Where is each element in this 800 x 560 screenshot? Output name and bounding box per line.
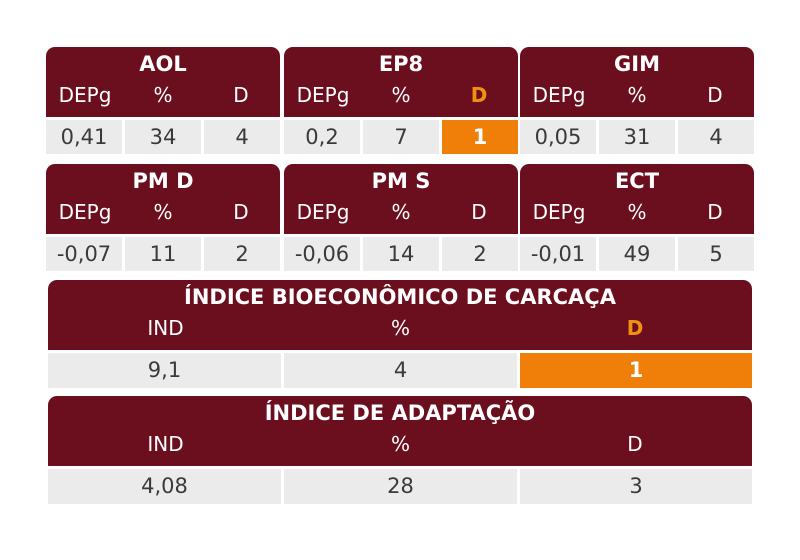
ep8-card: EP8 DEPg % D 0,2 7 1: [284, 47, 518, 154]
ep8-title: EP8: [378, 52, 424, 76]
adaptation-index-card: ÍNDICE DE ADAPTAÇÃO IND % D 4,08 28 3: [48, 396, 752, 504]
ep8-label-d: D: [470, 83, 488, 107]
aol-card: AOL DEPg % D 0,41 34 4: [46, 47, 280, 154]
gim-title: GIM: [614, 52, 660, 76]
ect-label-pct: %: [627, 200, 647, 224]
pmd-values: -0,07 11 2: [46, 237, 280, 271]
aol-value-d: 4: [204, 120, 280, 154]
pms-header: PM S DEPg % D: [284, 164, 518, 234]
adaptation-index-title: ÍNDICE DE ADAPTAÇÃO: [264, 401, 536, 425]
pms-title: PM S: [371, 169, 431, 193]
ep8-header: EP8 DEPg % D: [284, 47, 518, 117]
pmd-value-depg: -0,07: [46, 237, 122, 271]
gim-label-d: D: [707, 83, 723, 107]
ect-label-d: D: [707, 200, 723, 224]
bioeconomic-index-labels: IND % D: [48, 313, 752, 344]
adaptation-label-pct: %: [390, 432, 410, 456]
pmd-header: PM D DEPg % D: [46, 164, 280, 234]
aol-value-depg: 0,41: [46, 120, 122, 154]
aol-label-d: D: [233, 83, 249, 107]
ect-title: ECT: [614, 169, 660, 193]
pms-values: -0,06 14 2: [284, 237, 518, 271]
ect-labels: DEPg % D: [520, 197, 754, 228]
bioeconomic-label-pct: %: [390, 316, 410, 340]
pms-label-pct: %: [391, 200, 411, 224]
adaptation-value-d: 3: [520, 469, 752, 504]
pms-label-depg: DEPg: [296, 200, 350, 224]
gim-value-pct: 31: [599, 120, 675, 154]
ect-value-depg: -0,01: [520, 237, 596, 271]
aol-label-depg: DEPg: [58, 83, 112, 107]
adaptation-index-labels: IND % D: [48, 429, 752, 460]
bioeconomic-index-card: ÍNDICE BIOECONÔMICO DE CARCAÇA IND % D 9…: [48, 280, 752, 388]
pmd-title: PM D: [132, 169, 194, 193]
gim-value-d: 4: [678, 120, 754, 154]
bioeconomic-value-d: 1: [520, 353, 752, 388]
aol-value-pct: 34: [125, 120, 201, 154]
bioeconomic-value-ind: 9,1: [48, 353, 281, 388]
adaptation-index-header: ÍNDICE DE ADAPTAÇÃO IND % D: [48, 396, 752, 466]
bioeconomic-index-title: ÍNDICE BIOECONÔMICO DE CARCAÇA: [184, 285, 616, 309]
pms-labels: DEPg % D: [284, 197, 518, 228]
ep8-label-pct: %: [391, 83, 411, 107]
aol-values: 0,41 34 4: [46, 120, 280, 154]
ep8-label-depg: DEPg: [296, 83, 350, 107]
pms-value-d: 2: [442, 237, 518, 271]
pms-label-d: D: [471, 200, 487, 224]
ect-value-pct: 49: [599, 237, 675, 271]
gim-value-depg: 0,05: [520, 120, 596, 154]
gim-label-pct: %: [627, 83, 647, 107]
ep8-value-depg: 0,2: [284, 120, 360, 154]
ep8-values: 0,2 7 1: [284, 120, 518, 154]
gim-card: GIM DEPg % D 0,05 31 4: [520, 47, 754, 154]
adaptation-value-ind: 4,08: [48, 469, 281, 504]
pmd-value-d: 2: [204, 237, 280, 271]
pms-value-depg: -0,06: [284, 237, 360, 271]
gim-labels: DEPg % D: [520, 80, 754, 111]
adaptation-index-values: 4,08 28 3: [48, 469, 752, 504]
bioeconomic-value-pct: 4: [284, 353, 517, 388]
bioeconomic-index-values: 9,1 4 1: [48, 353, 752, 388]
adaptation-label-d: D: [627, 432, 643, 456]
pmd-card: PM D DEPg % D -0,07 11 2: [46, 164, 280, 271]
pmd-value-pct: 11: [125, 237, 201, 271]
bioeconomic-label-ind: IND: [147, 316, 184, 340]
ect-label-depg: DEPg: [532, 200, 586, 224]
ep8-value-d: 1: [442, 120, 518, 154]
pmd-label-depg: DEPg: [58, 200, 112, 224]
pmd-labels: DEPg % D: [46, 197, 280, 228]
ect-values: -0,01 49 5: [520, 237, 754, 271]
pmd-label-pct: %: [153, 200, 173, 224]
adaptation-label-ind: IND: [147, 432, 184, 456]
aol-header: AOL DEPg % D: [46, 47, 280, 117]
bioeconomic-index-header: ÍNDICE BIOECONÔMICO DE CARCAÇA IND % D: [48, 280, 752, 350]
aol-label-pct: %: [153, 83, 173, 107]
gim-values: 0,05 31 4: [520, 120, 754, 154]
ect-card: ECT DEPg % D -0,01 49 5: [520, 164, 754, 271]
adaptation-value-pct: 28: [284, 469, 517, 504]
aol-labels: DEPg % D: [46, 80, 280, 111]
ect-value-d: 5: [678, 237, 754, 271]
ep8-value-pct: 7: [363, 120, 439, 154]
gim-header: GIM DEPg % D: [520, 47, 754, 117]
ep8-labels: DEPg % D: [284, 80, 518, 111]
aol-title: AOL: [139, 52, 187, 76]
pmd-label-d: D: [233, 200, 249, 224]
pms-value-pct: 14: [363, 237, 439, 271]
ect-header: ECT DEPg % D: [520, 164, 754, 234]
gim-label-depg: DEPg: [532, 83, 586, 107]
pms-card: PM S DEPg % D -0,06 14 2: [284, 164, 518, 271]
bioeconomic-label-d: D: [626, 316, 644, 340]
